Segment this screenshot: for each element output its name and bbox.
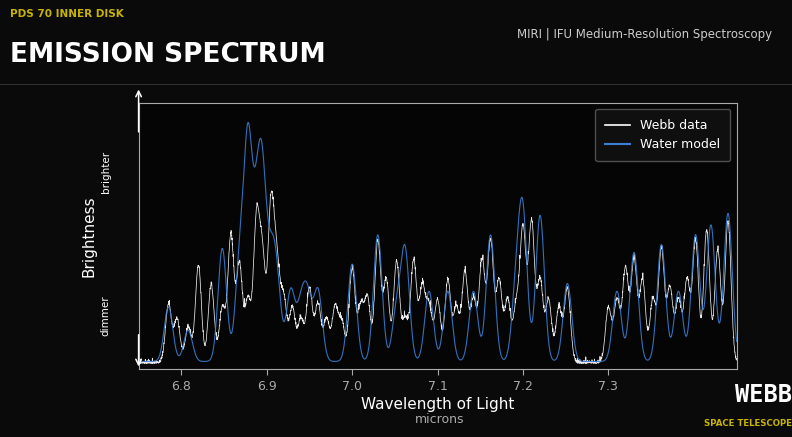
Text: PDS 70 INNER DISK: PDS 70 INNER DISK xyxy=(10,9,124,19)
Text: EMISSION SPECTRUM: EMISSION SPECTRUM xyxy=(10,42,326,68)
Text: microns: microns xyxy=(415,413,464,426)
Text: WEBB: WEBB xyxy=(735,383,792,407)
Text: MIRI | IFU Medium-Resolution Spectroscopy: MIRI | IFU Medium-Resolution Spectroscop… xyxy=(517,28,772,42)
Text: SPACE TELESCOPE: SPACE TELESCOPE xyxy=(704,419,792,428)
Y-axis label: Brightness: Brightness xyxy=(82,195,97,277)
Legend: Webb data, Water model: Webb data, Water model xyxy=(595,109,730,161)
Text: dimmer: dimmer xyxy=(101,296,111,336)
Text: brighter: brighter xyxy=(101,151,111,193)
X-axis label: Wavelength of Light: Wavelength of Light xyxy=(361,397,514,412)
